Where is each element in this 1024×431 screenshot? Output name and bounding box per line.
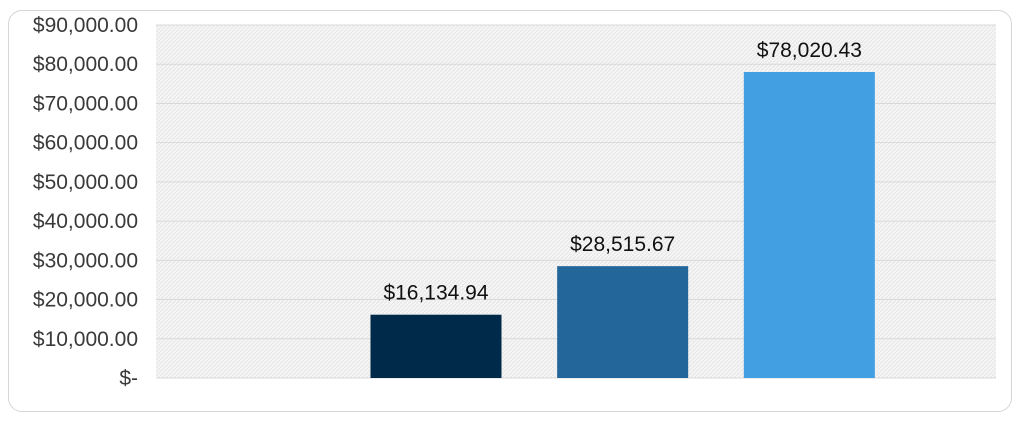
y-tick-label: $80,000.00 [33, 53, 138, 76]
y-tick-label: $50,000.00 [33, 171, 138, 194]
bar [743, 71, 875, 378]
y-tick-label: $90,000.00 [33, 14, 138, 37]
y-tick-label: $40,000.00 [33, 210, 138, 233]
y-tick-label: $70,000.00 [33, 92, 138, 115]
bar [370, 314, 502, 378]
y-tick-label: $10,000.00 [33, 328, 138, 351]
y-tick-label: $30,000.00 [33, 249, 138, 272]
bar-data-label: $16,134.94 [383, 282, 488, 305]
y-axis: $- $10,000.00 $20,000.00 $30,000.00 $40,000.… [33, 14, 138, 390]
y-tick-label: $60,000.00 [33, 132, 138, 155]
y-tick-label: $- [119, 367, 138, 390]
bars [370, 71, 875, 378]
bar-data-label: $28,515.67 [570, 233, 675, 256]
y-tick-label: $20,000.00 [33, 289, 138, 312]
bar [557, 266, 689, 378]
data-labels: $16,134.94 $28,515.67 $78,020.43 [383, 39, 861, 305]
bar-data-label: $78,020.43 [757, 39, 862, 62]
